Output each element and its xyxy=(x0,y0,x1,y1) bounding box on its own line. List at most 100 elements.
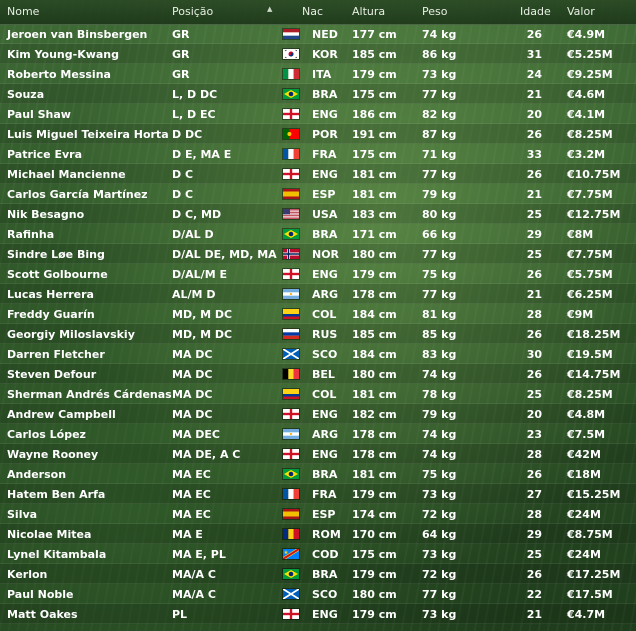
player-position: D DC xyxy=(172,128,203,141)
table-row[interactable]: Freddy Guarín MD, M DC COL 184 cm 81 kg 28 €9M xyxy=(0,304,636,324)
player-name: Anderson xyxy=(7,468,67,481)
player-position: MA EC xyxy=(172,468,211,481)
player-value: €4.6M xyxy=(567,88,606,101)
player-name: Patrice Evra xyxy=(7,148,82,161)
table-row[interactable]: Patrice Evra D E, MA E FRA 175 cm 71 kg 33 €3.… xyxy=(0,144,636,164)
table-row[interactable]: Andrew Campbell MA DC ENG 182 cm 79 kg 20 €4.8… xyxy=(0,404,636,424)
player-height: 184 cm xyxy=(352,308,397,321)
player-nationality: ITA xyxy=(312,68,332,81)
player-name: Jeroen van Binsbergen xyxy=(7,28,148,41)
flag-sco-icon xyxy=(282,588,300,600)
column-header-name[interactable]: Nome xyxy=(7,5,40,18)
column-header-age[interactable]: Idade xyxy=(520,5,551,18)
player-age: 25 xyxy=(526,388,542,401)
player-nationality: ENG xyxy=(312,108,338,121)
player-value: €8M xyxy=(567,228,594,241)
table-row[interactable]: Lucas Herrera AL/M D ARG 178 cm 77 kg 21 €6.25… xyxy=(0,284,636,304)
column-header-nationality[interactable]: Nac xyxy=(302,5,324,18)
player-value: €4.1M xyxy=(567,108,606,121)
player-height: 184 cm xyxy=(352,348,397,361)
player-height: 178 cm xyxy=(352,448,397,461)
table-row[interactable]: Lynel Kitambala MA E, PL COD 175 cm 73 kg 25 €… xyxy=(0,544,636,564)
player-age: 20 xyxy=(526,408,542,421)
table-row[interactable]: Kim Young-Kwang GR KOR 185 cm 86 kg 31 €5.25M xyxy=(0,44,636,64)
player-nationality: BEL xyxy=(312,368,335,381)
table-row[interactable]: Wayne Rooney MA DE, A C ENG 178 cm 74 kg 28 €4… xyxy=(0,444,636,464)
player-position: D C xyxy=(172,188,194,201)
table-row[interactable]: Michael Mancienne D C ENG 181 cm 77 kg 26 €10.… xyxy=(0,164,636,184)
player-nationality: NOR xyxy=(312,248,340,261)
table-row[interactable]: Silva MA EC ESP 174 cm 72 kg 28 €24M xyxy=(0,504,636,524)
player-weight: 77 kg xyxy=(422,288,457,301)
player-height: 174 cm xyxy=(352,508,397,521)
player-height: 171 cm xyxy=(352,228,397,241)
table-row[interactable]: Nicolae Mitea MA E ROM 170 cm 64 kg 29 €8.75M xyxy=(0,524,636,544)
player-value: €18.25M xyxy=(567,328,621,341)
player-weight: 73 kg xyxy=(422,68,457,81)
player-value: €17.25M xyxy=(567,568,621,581)
player-height: 181 cm xyxy=(352,168,397,181)
flag-fra-icon xyxy=(282,148,300,160)
table-row[interactable]: Paul Shaw L, D EC ENG 186 cm 82 kg 20 €4.1M xyxy=(0,104,636,124)
player-name: Freddy Guarín xyxy=(7,308,95,321)
column-header-position[interactable]: Posição xyxy=(172,5,214,18)
player-value: €10.75M xyxy=(567,168,621,181)
table-row[interactable]: Kerlon MA/A C BRA 179 cm 72 kg 26 €17.25M xyxy=(0,564,636,584)
player-weight: 86 kg xyxy=(422,48,457,61)
player-position: MA EC xyxy=(172,508,211,521)
player-position: MD, M DC xyxy=(172,328,233,341)
flag-por-icon xyxy=(282,128,300,140)
flag-bel-icon xyxy=(282,368,300,380)
player-value: €12.75M xyxy=(567,208,621,221)
player-age: 27 xyxy=(526,488,542,501)
table-row[interactable]: Jeroen van Binsbergen GR NED 177 cm 74 kg 26 €… xyxy=(0,24,636,44)
player-nationality: NED xyxy=(312,28,338,41)
table-row[interactable]: Sherman Andrés Cárdenas MA DC COL 181 cm 78 … xyxy=(0,384,636,404)
player-nationality: USA xyxy=(312,208,338,221)
table-row[interactable]: Steven Defour MA DC BEL 180 cm 74 kg 26 €14.75… xyxy=(0,364,636,384)
player-nationality: BRA xyxy=(312,568,338,581)
table-row[interactable]: Hatem Ben Arfa MA EC FRA 179 cm 73 kg 27 €15.2… xyxy=(0,484,636,504)
table-row[interactable]: Roberto Messina GR ITA 179 cm 73 kg 24 €9.25M xyxy=(0,64,636,84)
table-row[interactable]: Carlos López MA DEC ARG 178 cm 74 kg 23 €7.5M xyxy=(0,424,636,444)
table-row[interactable]: Souza L, D DC BRA 175 cm 77 kg 21 €4.6M xyxy=(0,84,636,104)
column-header-value[interactable]: Valor xyxy=(567,5,595,18)
player-weight: 80 kg xyxy=(422,208,457,221)
player-nationality: ESP xyxy=(312,188,336,201)
player-height: 178 cm xyxy=(352,288,397,301)
player-value: €42M xyxy=(567,448,601,461)
table-row[interactable]: Georgiy Miloslavskiy MD, M DC RUS 185 cm 85 … xyxy=(0,324,636,344)
table-row[interactable]: Rafinha D/AL D BRA 171 cm 66 kg 29 €8M xyxy=(0,224,636,244)
flag-ned-icon xyxy=(282,28,300,40)
table-row[interactable]: Nik Besagno D C, MD USA 183 cm 80 kg 25 €12.75… xyxy=(0,204,636,224)
table-row[interactable]: Anderson MA EC BRA 181 cm 75 kg 26 €18M xyxy=(0,464,636,484)
player-name: Souza xyxy=(7,88,45,101)
player-weight: 75 kg xyxy=(422,468,457,481)
table-row[interactable]: Sindre Løe Bing D/AL DE, MD, MA NOR 180 cm 7… xyxy=(0,244,636,264)
flag-arg-icon xyxy=(282,428,300,440)
player-nationality: SCO xyxy=(312,348,338,361)
flag-ita-icon xyxy=(282,68,300,80)
table-row[interactable]: Darren Fletcher MA DC SCO 184 cm 83 kg 30 €19.… xyxy=(0,344,636,364)
player-height: 182 cm xyxy=(352,408,397,421)
player-age: 31 xyxy=(526,48,542,61)
player-value: €4.9M xyxy=(567,28,606,41)
player-height: 175 cm xyxy=(352,88,397,101)
table-row[interactable]: Paul Noble MA/A C SCO 180 cm 77 kg 22 €17.5M xyxy=(0,584,636,604)
player-height: 175 cm xyxy=(352,148,397,161)
table-row[interactable]: Scott Golbourne D/AL/M E ENG 179 cm 75 kg 26 €… xyxy=(0,264,636,284)
player-height: 178 cm xyxy=(352,428,397,441)
table-row[interactable]: Matt Oakes PL ENG 179 cm 73 kg 21 €4.7M xyxy=(0,604,636,624)
player-age: 25 xyxy=(526,548,542,561)
table-row[interactable]: Carlos García Martínez D C ESP 181 cm 79 kg 2… xyxy=(0,184,636,204)
table-row[interactable]: Luis Miguel Teixeira Horta D DC POR 191 cm 8… xyxy=(0,124,636,144)
player-nationality: ENG xyxy=(312,608,338,621)
player-height: 180 cm xyxy=(352,588,397,601)
player-position: GR xyxy=(172,28,190,41)
player-value: €5.25M xyxy=(567,48,613,61)
player-value: €24M xyxy=(567,508,601,521)
flag-rus-icon xyxy=(282,328,300,340)
column-header-weight[interactable]: Peso xyxy=(422,5,448,18)
player-weight: 79 kg xyxy=(422,408,457,421)
column-header-height[interactable]: Altura xyxy=(352,5,386,18)
